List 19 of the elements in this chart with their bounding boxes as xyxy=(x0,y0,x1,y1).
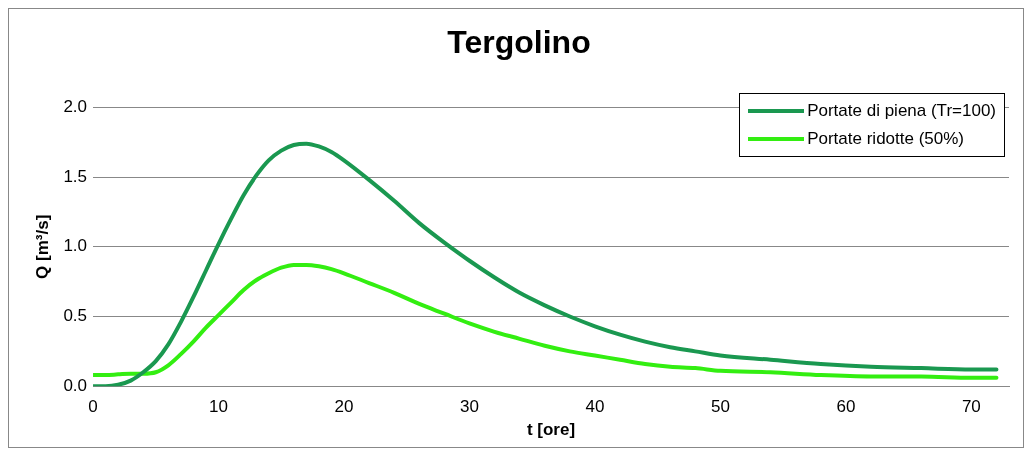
x-axis-title: t [ore] xyxy=(526,420,576,440)
x-tick-label: 50 xyxy=(710,397,730,417)
x-tick-label: 70 xyxy=(961,397,981,417)
x-tick-label: 60 xyxy=(836,397,856,417)
x-tick-label: 40 xyxy=(585,397,605,417)
x-tick-label: 0 xyxy=(88,397,98,417)
y-tick-label: 0.5 xyxy=(63,306,88,326)
y-tick-label: 2.0 xyxy=(63,97,88,117)
x-tick-label: 10 xyxy=(209,397,228,417)
x-tick-label: 30 xyxy=(460,397,479,417)
legend-label: Portate di piena (Tr=100) xyxy=(807,100,996,123)
chart-title: Tergolino xyxy=(447,24,591,61)
y-tick-label: 0.0 xyxy=(63,375,88,395)
y-tick-label: 1.5 xyxy=(63,166,88,186)
line-series xyxy=(93,262,999,380)
legend-label: Portate ridotte (50%) xyxy=(807,128,965,151)
y-tick-label: 1.0 xyxy=(63,236,88,256)
x-tick-label: 20 xyxy=(334,397,354,417)
y-axis-title: Q [m³/s] xyxy=(32,214,52,279)
